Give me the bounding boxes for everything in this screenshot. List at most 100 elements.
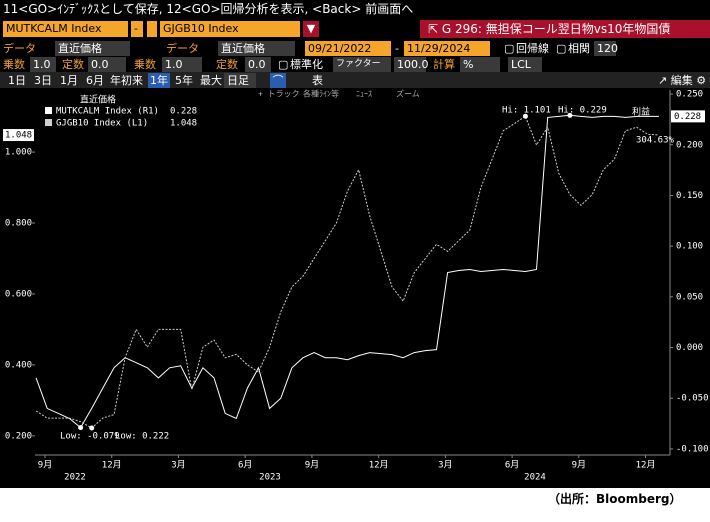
series-line [35,115,659,429]
label: 計算 [433,58,455,71]
command-line: 11<GO>ｲﾝﾃﾞｯｸｽとして保存, 12<GO>回帰分析を表示, <Back… [3,2,414,16]
field[interactable]: 直近価格 [55,41,130,56]
dropdown[interactable]: ▼ [303,21,319,37]
year-label: 2022 [64,473,86,483]
label: 編集 [670,74,693,87]
y2-tick-label: 0.000 [676,343,703,353]
legend-label: MUTKCALM Index (R1) [56,107,159,117]
y-tick-label: 1.000 [5,148,32,158]
last-value-box [671,110,705,123]
checkbox[interactable]: ▢ [278,58,289,71]
x-tick-label: 12月 [102,460,122,471]
label: データ [166,42,199,55]
y-tick-label: 0.400 [5,360,32,370]
x-tick-label: 12月 [369,460,389,471]
label: 乗数 [134,58,156,71]
label: データ [3,42,36,55]
y-tick-label: 0.800 [5,219,32,229]
annotation: Low: 0.222 [115,432,169,442]
period-button[interactable]: 3日 [34,74,52,87]
chart-icon[interactable]: ⌒ [270,73,286,88]
security-input[interactable]: MUTKCALM Index [3,21,128,37]
x-tick-label: 6月 [238,460,252,471]
x-tick-label: 12月 [636,460,656,471]
chart: 0.200 0.400 0.600 0.800 1.000 0.250 0.200 0.150… [3,89,709,483]
annotation: Hi: 1.101 [502,106,551,116]
y-tick-label: 0.600 [5,289,32,299]
x-tick-label: 9月 [572,460,586,471]
annotation: 304.63% [636,136,675,146]
last-value-box [3,129,34,142]
separator: - [131,21,143,37]
source: （出所：Bloomberg） [548,492,682,506]
field[interactable]: 0.0 [88,57,126,72]
icon: ⇱ [428,22,442,36]
separator: - [395,42,399,55]
label: 定数 [62,58,84,71]
series-line [35,114,659,429]
y2-tick-label: 0.050 [676,292,703,302]
annotation: 利益 [632,106,650,118]
period-button[interactable]: 年初来 [110,74,143,87]
field[interactable]: LCL [508,57,542,72]
extreme-point [567,112,573,118]
field[interactable]: 100.0 [394,57,429,72]
field[interactable]: 直近価格 [218,41,295,56]
field[interactable]: 1.0 [162,57,202,72]
extreme-point [522,113,528,119]
x-tick-label: 9月 [305,460,319,471]
checkbox[interactable]: ▢ [556,42,567,55]
chart-tool: 各種ﾗｲﾝ等 [303,89,339,99]
annotation: Hi: 0.229 [558,106,607,116]
table-button[interactable]: 表 [312,74,323,87]
legend-value: 0.228 [170,107,197,117]
x-tick-label: 3月 [438,460,452,471]
dropdown[interactable] [147,21,157,37]
year-label: 2023 [259,473,281,483]
toolbar [0,72,710,88]
date-end[interactable]: 11/29/2024 [404,41,490,56]
period-button[interactable]: 5年 [175,74,193,87]
period-button[interactable]: 最大 [200,74,222,87]
legend-title: 直近価格 [80,94,116,106]
legend-swatch [45,107,52,114]
function-title: ⇱ G 296: 無担保コール翌日物vs10年物国債 [420,20,710,38]
label: 相関 [568,42,590,55]
label: 標準化 [290,58,323,71]
y2-tick-label: 0.200 [676,140,703,150]
edit-button[interactable]: ↗ 編集 ⚙ ? [658,74,710,87]
security-input[interactable]: GJGB10 Index [160,21,300,37]
legend-swatch [45,119,52,126]
chart-tool: ズーム [396,89,420,99]
field[interactable]: 120 [594,41,618,56]
last-value: 0.228 [674,112,701,122]
field[interactable]: % [460,57,500,72]
period-button[interactable]: 6月 [86,74,104,87]
date-start[interactable]: 09/21/2022 [305,41,391,56]
y2-tick-label: 0.250 [676,90,703,100]
field[interactable]: 1.0 [30,57,56,72]
title: G 296: 無担保コール翌日物vs10年物国債 [441,22,671,36]
y-tick-label: 0.200 [5,431,32,441]
x-tick-label: 3月 [171,460,185,471]
y2-tick-label: 0.100 [676,242,703,252]
chart-tool: ﾆｭｰｽ [356,90,372,99]
period-button[interactable]: 1日 [8,74,26,87]
y2-tick-label: -0.050 [676,394,709,404]
y2-tick-label: 0.150 [676,191,703,201]
frequency[interactable]: 日足 [224,73,256,88]
label: 回帰線 [516,42,549,55]
period-button[interactable]: 1月 [60,74,78,87]
legend-label: GJGB10 Index (L1) [56,119,148,129]
field[interactable]: 0.0 [245,57,271,72]
checkbox[interactable]: ▢ [504,42,515,55]
period-button[interactable]: 1年 [148,73,170,88]
x-tick-label: 6月 [505,460,519,471]
year-label: 2024 [524,473,546,483]
x-tick-label: 9月 [38,460,52,471]
annotation: Low: -0.079 [60,432,120,442]
label: 乗数 [3,58,25,71]
y2-tick-label: -0.100 [676,444,709,454]
field[interactable]: ファクター [333,57,391,72]
